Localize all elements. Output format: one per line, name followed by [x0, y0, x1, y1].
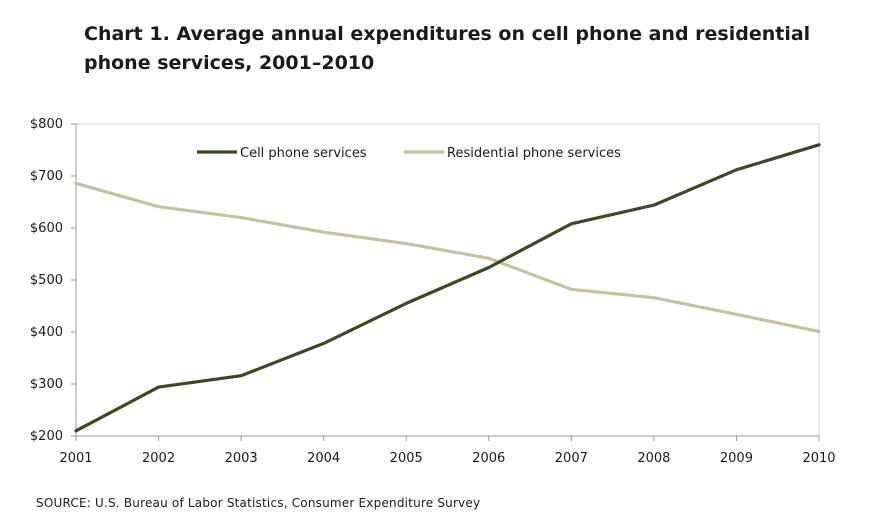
y-tick-label: $500: [30, 273, 63, 288]
data-point: [157, 205, 160, 209]
data-point: [487, 256, 491, 260]
x-tick-label: 2003: [225, 451, 258, 466]
chart-title: Chart 1. Average annual expenditures on …: [84, 20, 844, 78]
y-tick-label: $400: [30, 325, 63, 340]
y-axis: $200 $300 $400 $500 $600 $700 $800: [30, 117, 77, 444]
y-tick-label: $800: [30, 117, 63, 132]
legend-residential-label: Residential phone services: [447, 146, 621, 161]
data-point: [157, 385, 160, 389]
series-line-residential: [74, 181, 821, 334]
data-point: [735, 168, 738, 172]
data-point: [239, 216, 243, 220]
data-point: [322, 342, 326, 345]
series-line-cell-phone: [74, 143, 821, 433]
data-point: [569, 287, 573, 291]
data-point: [74, 181, 78, 185]
chart-title-line-2: phone services, 2001–2010: [84, 52, 375, 74]
x-tick-label: 2005: [390, 451, 423, 466]
x-tick-label: 2007: [555, 451, 588, 466]
y-tick-label: $700: [30, 169, 63, 184]
x-tick-label: 2004: [307, 451, 340, 466]
chart-title-line-1: Chart 1. Average annual expenditures on …: [84, 23, 811, 45]
x-axis: 2001 2002 2003 2004 2005 2006 2007 2008 2009 2010: [59, 435, 836, 466]
y-tick-label: $200: [30, 429, 63, 444]
data-point: [239, 374, 243, 378]
source-note: SOURCE: U.S. Bureau of Labor Statistics,…: [36, 496, 481, 510]
plot-area-frame: [75, 123, 820, 437]
x-tick-label: 2010: [802, 451, 835, 466]
data-point: [487, 266, 491, 269]
data-point: [74, 429, 78, 433]
data-point: [569, 222, 573, 226]
x-tick-label: 2009: [720, 451, 753, 466]
data-point: [322, 230, 326, 234]
series-layer: [74, 143, 821, 433]
data-point: [817, 330, 821, 333]
data-point: [404, 302, 408, 305]
legend-cell-phone-label: Cell phone services: [240, 146, 367, 161]
x-tick-label: 2006: [472, 451, 505, 466]
x-tick-label: 2001: [59, 451, 92, 466]
y-tick-label: $300: [30, 377, 63, 392]
data-point: [817, 143, 821, 147]
data-point: [404, 242, 408, 246]
x-tick-label: 2008: [637, 451, 670, 466]
data-point: [735, 312, 738, 316]
x-tick-label: 2002: [142, 451, 175, 466]
data-point: [652, 296, 656, 300]
y-tick-label: $600: [30, 221, 63, 236]
data-point: [652, 203, 656, 207]
legend: Cell phone services Residential phone ser…: [197, 146, 621, 161]
